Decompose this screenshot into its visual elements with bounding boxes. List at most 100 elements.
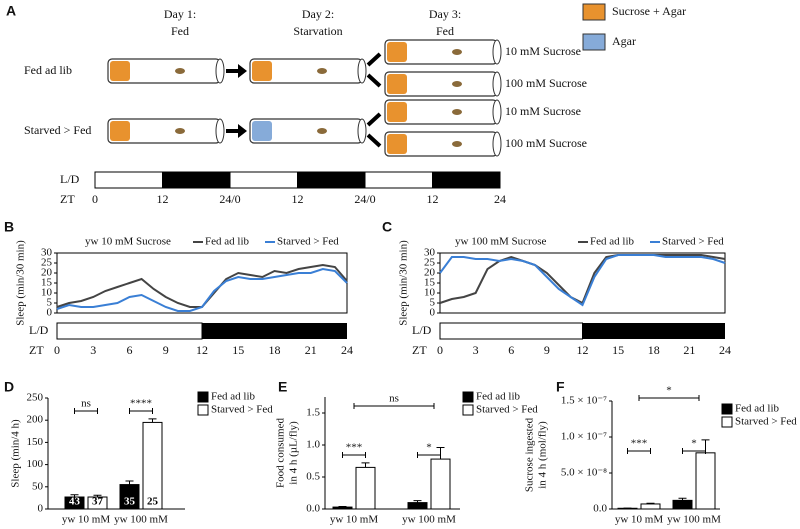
ld-segment	[432, 171, 501, 189]
series-line	[56, 267, 348, 312]
sig-bracket	[627, 448, 651, 454]
x-tick-label: 3	[90, 343, 96, 357]
y-axis-label: in 4 h (µL/fly)	[288, 421, 300, 485]
sig-label: ***	[631, 438, 648, 450]
y-tick-label: 1.0 × 10⁻⁷	[561, 431, 607, 443]
panel-letter: F	[556, 379, 565, 395]
error-bar	[678, 497, 687, 501]
legend-label: Fed ad lib	[211, 391, 255, 403]
tube-food	[252, 61, 272, 81]
y-tick-label: 50	[32, 480, 44, 492]
x-tick-label: 0	[54, 343, 60, 357]
outcome-label: 10 mM Sucrose	[505, 44, 581, 58]
tube	[384, 71, 502, 97]
fly	[175, 128, 185, 134]
fly	[452, 49, 462, 55]
tube-end	[357, 58, 367, 84]
y-axis-label: Sucrose ingested	[524, 417, 536, 492]
x-tick-label: 6	[127, 343, 133, 357]
ld-dark	[202, 323, 347, 339]
zt-tick-label: 24/0	[219, 192, 240, 206]
fly	[317, 68, 327, 74]
fork	[366, 112, 382, 148]
panel-letter: E	[278, 379, 287, 395]
legend-swatch	[582, 3, 606, 21]
sig-bracket	[638, 395, 700, 401]
tube-end	[492, 39, 502, 65]
x-tick-label: 0	[437, 343, 443, 357]
y-tick-label: 0.0	[593, 503, 607, 515]
y-tick-label: 10	[41, 287, 53, 299]
legend-label: Agar	[612, 34, 636, 48]
ld-label: L/D	[29, 323, 49, 337]
legend-label: Starved > Fed	[211, 404, 273, 416]
outcome-label: 100 mM Sucrose	[505, 76, 587, 90]
sig-bracket	[129, 408, 153, 414]
x-tick-label: yw 10 mM	[62, 514, 111, 526]
x-tick-label: yw 100 mM	[402, 514, 456, 526]
y-axis-label: Food consumed	[275, 418, 287, 488]
group-label: Starved > Fed	[24, 123, 91, 137]
legend-swatch	[462, 404, 474, 416]
x-tick-label: 15	[612, 343, 624, 357]
zt-tick-label: 24	[494, 192, 506, 206]
sig-bracket	[353, 403, 435, 409]
bar	[355, 466, 376, 510]
ld-label: L/D	[60, 172, 80, 186]
tube-food	[252, 121, 272, 141]
y-tick-label: 0	[47, 307, 53, 319]
x-tick-label: yw 10 mM	[615, 514, 664, 526]
sig-bracket	[682, 448, 706, 454]
sig-label: ****	[130, 398, 152, 410]
x-tick-label: 24	[719, 343, 731, 357]
tube	[384, 39, 502, 65]
x-axis-label: ZT	[29, 343, 44, 357]
tube	[249, 58, 367, 84]
fork	[366, 52, 382, 88]
panel-letter: C	[382, 219, 392, 235]
error-bar	[93, 494, 102, 498]
day-title: Day 3:	[429, 7, 461, 21]
sig-bracket	[74, 408, 98, 414]
y-tick-label: 5	[47, 297, 53, 309]
x-tick-label: 12	[196, 343, 208, 357]
ld-segment	[94, 171, 163, 189]
x-tick-label: 12	[577, 343, 589, 357]
y-tick-label: 1.5	[306, 407, 320, 419]
y-tick-label: 0	[430, 307, 436, 319]
sig-label: *	[666, 385, 672, 397]
tube-end	[492, 71, 502, 97]
ld-segment	[364, 171, 433, 189]
zt-tick-label: 12	[292, 192, 304, 206]
legend-label: Fed ad lib	[205, 236, 249, 248]
y-tick-label: 0.0	[306, 503, 320, 515]
x-tick-label: 18	[648, 343, 660, 357]
x-axis-label: ZT	[412, 343, 427, 357]
zt-tick-label: 0	[92, 192, 98, 206]
tube-end	[215, 58, 225, 84]
tube-end	[492, 131, 502, 157]
tube-food	[387, 42, 407, 62]
series-line	[56, 263, 348, 308]
series-line	[439, 254, 726, 305]
tube-food	[110, 121, 130, 141]
n-label: 43	[69, 496, 81, 508]
legend-swatch	[462, 391, 474, 403]
day-title: Day 1:	[164, 7, 196, 21]
legend-swatch	[582, 33, 606, 51]
legend-label: Fed ad lib	[590, 236, 634, 248]
tube-end	[215, 118, 225, 144]
fly	[452, 109, 462, 115]
sig-label: *	[426, 442, 432, 454]
y-axis-label: Sleep (min/30 min)	[398, 240, 410, 326]
zt-tick-label: 24/0	[354, 192, 375, 206]
error-bar	[413, 500, 422, 503]
fly	[452, 81, 462, 87]
y-tick-label: 15	[424, 277, 436, 289]
y-tick-label: 5	[430, 297, 436, 309]
panel-letter: B	[4, 219, 14, 235]
x-tick-label: yw 100 mM	[114, 514, 168, 526]
tube	[107, 58, 225, 84]
x-tick-label: 9	[163, 343, 169, 357]
ld-light	[439, 322, 583, 340]
